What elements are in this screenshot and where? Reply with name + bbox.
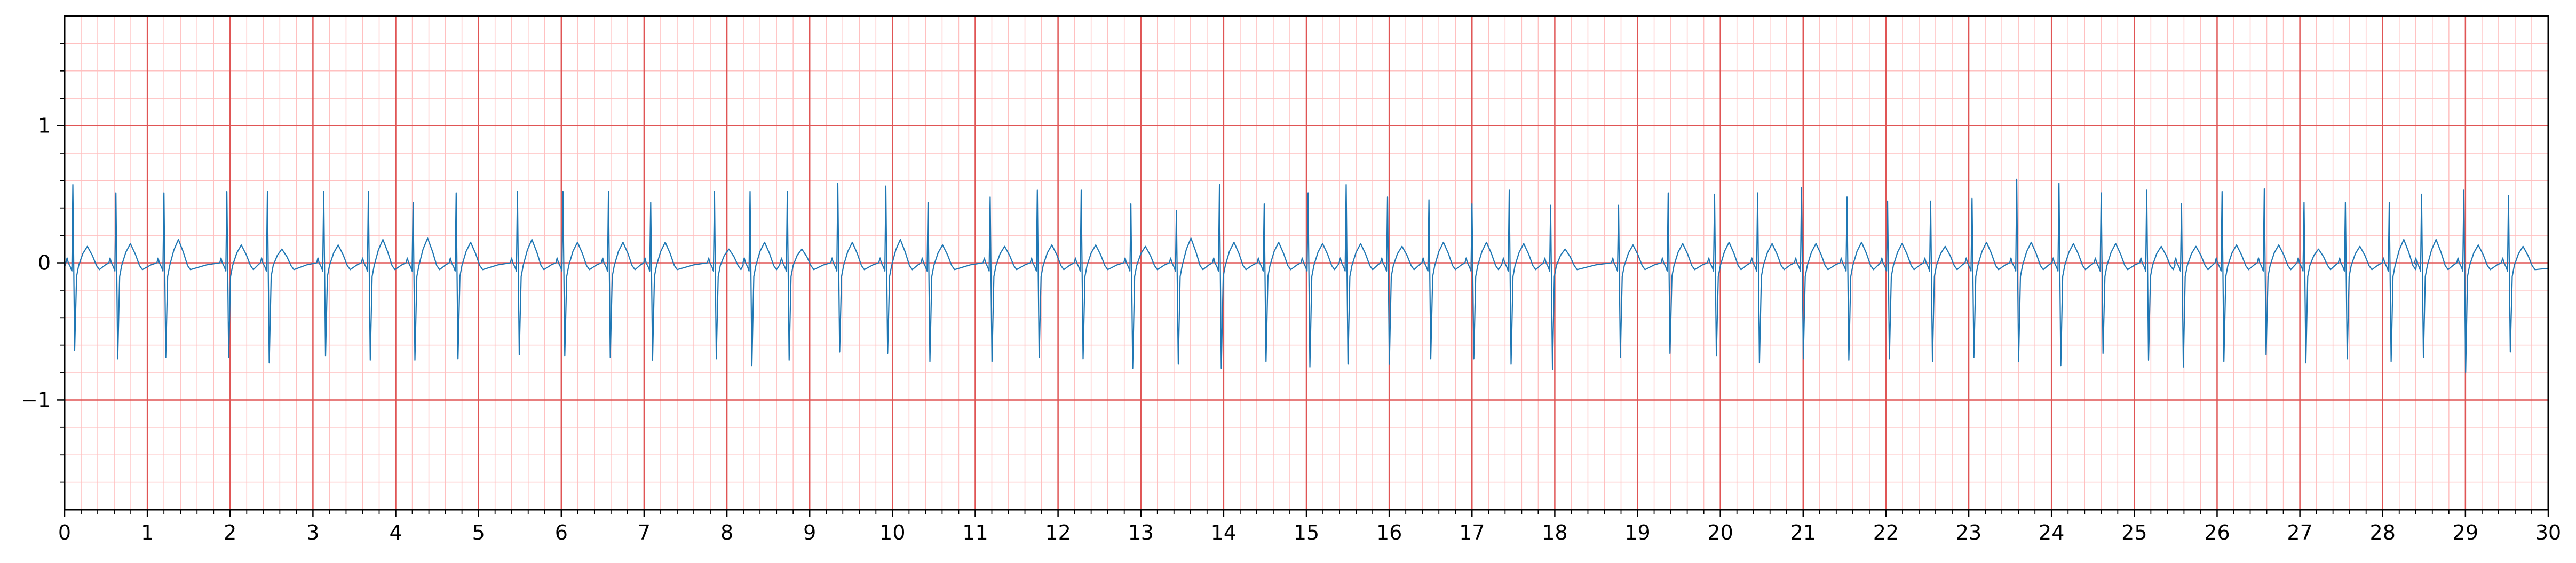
x-tick-label: 7 bbox=[638, 521, 651, 544]
x-axis: 0 1 2 3 4 5 6 7 8 9 10 11 12 13 14 15 16 17 18 19 20 21 22 23 24… bbox=[58, 510, 2561, 544]
x-tick-label: 15 bbox=[1294, 521, 1319, 544]
x-tick-label: 23 bbox=[1956, 521, 1981, 544]
x-tick-label: 3 bbox=[306, 521, 319, 544]
major-grid bbox=[64, 16, 2549, 510]
x-tick-label: 9 bbox=[803, 521, 816, 544]
series-layer bbox=[64, 178, 2549, 374]
x-tick-label: 22 bbox=[1873, 521, 1899, 544]
x-tick-label: 10 bbox=[879, 521, 905, 544]
x-tick-label: 2 bbox=[224, 521, 236, 544]
y-tick-label: 0 bbox=[38, 251, 51, 275]
x-tick-label: 13 bbox=[1128, 521, 1154, 544]
x-tick-label: 19 bbox=[1624, 521, 1650, 544]
x-tick-label: 1 bbox=[141, 521, 154, 544]
y-tick-label: 1 bbox=[38, 114, 51, 138]
x-tick-label: 11 bbox=[962, 521, 988, 544]
x-tick-label: 18 bbox=[1542, 521, 1567, 544]
x-tick-label: 26 bbox=[2204, 521, 2230, 544]
x-tick-label: 0 bbox=[58, 521, 71, 544]
x-tick-label: 28 bbox=[2370, 521, 2396, 544]
x-tick-label: 17 bbox=[1459, 521, 1485, 544]
x-tick-label: 27 bbox=[2287, 521, 2312, 544]
x-tick-label: 20 bbox=[1707, 521, 1733, 544]
x-tick-label: 21 bbox=[1790, 521, 1816, 544]
y-axis: 1 0 −1 bbox=[21, 43, 65, 483]
x-tick-label: 30 bbox=[2535, 521, 2561, 544]
x-tick-label: 4 bbox=[389, 521, 402, 544]
x-tick-label: 25 bbox=[2121, 521, 2147, 544]
x-tick-label: 12 bbox=[1045, 521, 1071, 544]
x-tick-label: 16 bbox=[1376, 521, 1402, 544]
x-tick-label: 14 bbox=[1211, 521, 1237, 544]
x-tick-label: 8 bbox=[720, 521, 733, 544]
x-tick-label: 29 bbox=[2453, 521, 2478, 544]
x-tick-label: 24 bbox=[2039, 521, 2064, 544]
ecg-trace-line bbox=[64, 178, 2549, 374]
x-tick-label: 6 bbox=[555, 521, 568, 544]
y-tick-label: −1 bbox=[21, 388, 51, 411]
x-tick-label: 5 bbox=[472, 521, 485, 544]
